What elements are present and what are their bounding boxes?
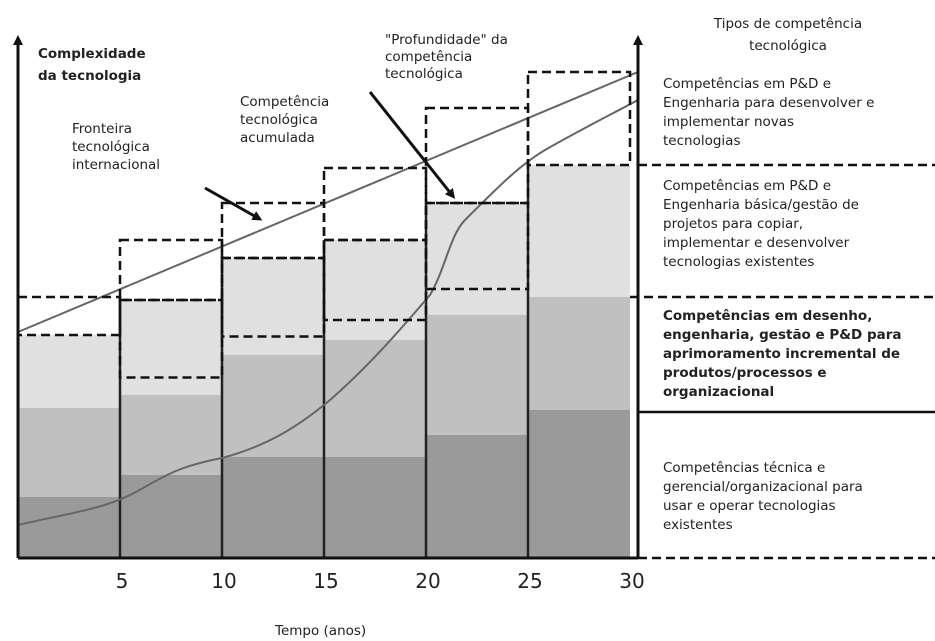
- label: gerencial/organizacional para: [663, 479, 863, 495]
- dark-band: [222, 457, 324, 558]
- label: Competências em P&D e: [663, 76, 831, 92]
- x-tick-label: 30: [619, 569, 644, 593]
- dark-band: [426, 435, 528, 558]
- label: implementar e desenvolver: [663, 235, 850, 251]
- accumulated-curve: [17, 99, 639, 526]
- inner-box: [424, 201, 530, 291]
- inner-box: [220, 256, 326, 338]
- dark-band: [528, 410, 630, 558]
- texts: Complexidade da tecnologia Tipos de compet…: [38, 16, 902, 593]
- label: tecnológica: [72, 139, 150, 155]
- inner-box: [118, 298, 224, 379]
- label: Engenharia para desenvolver e: [663, 95, 874, 111]
- dark-band: [324, 457, 426, 558]
- label: acumulada: [240, 130, 315, 146]
- label: tecnológica: [240, 112, 318, 128]
- label: Competências técnica e: [663, 460, 825, 476]
- label: projetos para copiar,: [663, 216, 803, 232]
- label: engenharia, gestão e P&D para: [663, 327, 902, 343]
- label: internacional: [72, 157, 160, 173]
- label: Tipos de competência: [713, 16, 862, 32]
- dark-band: [120, 475, 222, 558]
- x-axis-label: Tempo (anos): [274, 623, 366, 639]
- light-band: [222, 258, 324, 355]
- label: Complexidade: [38, 46, 146, 62]
- x-tick-label: 5: [116, 569, 129, 593]
- x-tick-label: 20: [415, 569, 440, 593]
- frontier-line: [17, 71, 639, 333]
- x-tick-label: 25: [517, 569, 542, 593]
- label: usar e operar tecnologias: [663, 498, 836, 514]
- light-band: [120, 300, 222, 395]
- light-band: [426, 203, 528, 315]
- label: Competências em desenho,: [663, 308, 872, 324]
- label: tecnologias existentes: [663, 254, 814, 270]
- label: competência: [385, 49, 472, 65]
- outer-box: [16, 295, 122, 337]
- label: Competência: [240, 94, 329, 110]
- mid-band: [324, 340, 426, 457]
- light-band: [18, 335, 120, 408]
- outer-box: [424, 106, 530, 205]
- light-band: [324, 240, 426, 340]
- mid-band: [222, 355, 324, 457]
- label: existentes: [663, 517, 733, 533]
- label: tecnológica: [749, 38, 827, 54]
- mid-band: [18, 408, 120, 497]
- columns: [16, 165, 630, 558]
- label: Fronteira: [72, 121, 132, 137]
- outer-box: [220, 201, 326, 260]
- outer-box: [322, 166, 428, 242]
- mid-band: [528, 297, 630, 410]
- label: "Profundidade" da: [385, 32, 508, 48]
- x-tick-label: 15: [313, 569, 338, 593]
- label: Competências em P&D e: [663, 178, 831, 194]
- label: organizacional: [663, 384, 774, 400]
- x-tick-label: 10: [211, 569, 236, 593]
- mid-band: [120, 395, 222, 475]
- label: implementar novas: [663, 114, 794, 130]
- mid-band: [426, 315, 528, 435]
- arrow: [368, 91, 456, 199]
- label: da tecnologia: [38, 68, 141, 84]
- outer-box: [526, 70, 632, 167]
- label: Engenharia básica/gestão de: [663, 197, 859, 213]
- label: produtos/processos e: [663, 365, 827, 381]
- arrow: [204, 186, 263, 221]
- label: aprimoramento incremental de: [663, 346, 900, 362]
- label: tecnologias: [663, 133, 740, 149]
- label: tecnológica: [385, 66, 463, 82]
- dark-band: [18, 497, 120, 558]
- outer-box: [118, 238, 224, 302]
- light-band: [528, 165, 630, 297]
